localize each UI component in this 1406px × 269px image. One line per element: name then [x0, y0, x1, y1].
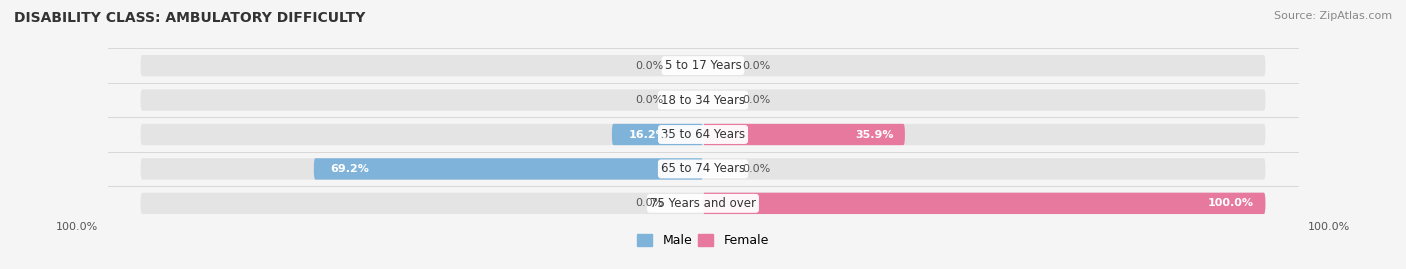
FancyBboxPatch shape: [141, 89, 1265, 111]
Text: 0.0%: 0.0%: [636, 198, 664, 208]
Text: 18 to 34 Years: 18 to 34 Years: [661, 94, 745, 107]
Text: 69.2%: 69.2%: [330, 164, 370, 174]
Text: 100.0%: 100.0%: [1208, 198, 1254, 208]
Text: 0.0%: 0.0%: [636, 61, 664, 71]
Text: 65 to 74 Years: 65 to 74 Years: [661, 162, 745, 175]
Text: 0.0%: 0.0%: [636, 95, 664, 105]
Text: 16.2%: 16.2%: [628, 129, 668, 140]
Text: Source: ZipAtlas.com: Source: ZipAtlas.com: [1274, 11, 1392, 21]
FancyBboxPatch shape: [141, 124, 1265, 145]
FancyBboxPatch shape: [612, 124, 703, 145]
FancyBboxPatch shape: [314, 158, 703, 180]
FancyBboxPatch shape: [141, 158, 1265, 180]
FancyBboxPatch shape: [141, 193, 1265, 214]
Text: DISABILITY CLASS: AMBULATORY DIFFICULTY: DISABILITY CLASS: AMBULATORY DIFFICULTY: [14, 11, 366, 25]
Text: 100.0%: 100.0%: [1308, 222, 1350, 232]
Text: 35 to 64 Years: 35 to 64 Years: [661, 128, 745, 141]
FancyBboxPatch shape: [703, 124, 905, 145]
Text: 100.0%: 100.0%: [56, 222, 98, 232]
Text: 0.0%: 0.0%: [742, 95, 770, 105]
Text: 5 to 17 Years: 5 to 17 Years: [665, 59, 741, 72]
FancyBboxPatch shape: [141, 55, 1265, 76]
FancyBboxPatch shape: [703, 193, 1265, 214]
Text: 0.0%: 0.0%: [742, 61, 770, 71]
Text: 0.0%: 0.0%: [742, 164, 770, 174]
Text: 75 Years and over: 75 Years and over: [650, 197, 756, 210]
Text: 35.9%: 35.9%: [855, 129, 894, 140]
Legend: Male, Female: Male, Female: [633, 229, 773, 252]
